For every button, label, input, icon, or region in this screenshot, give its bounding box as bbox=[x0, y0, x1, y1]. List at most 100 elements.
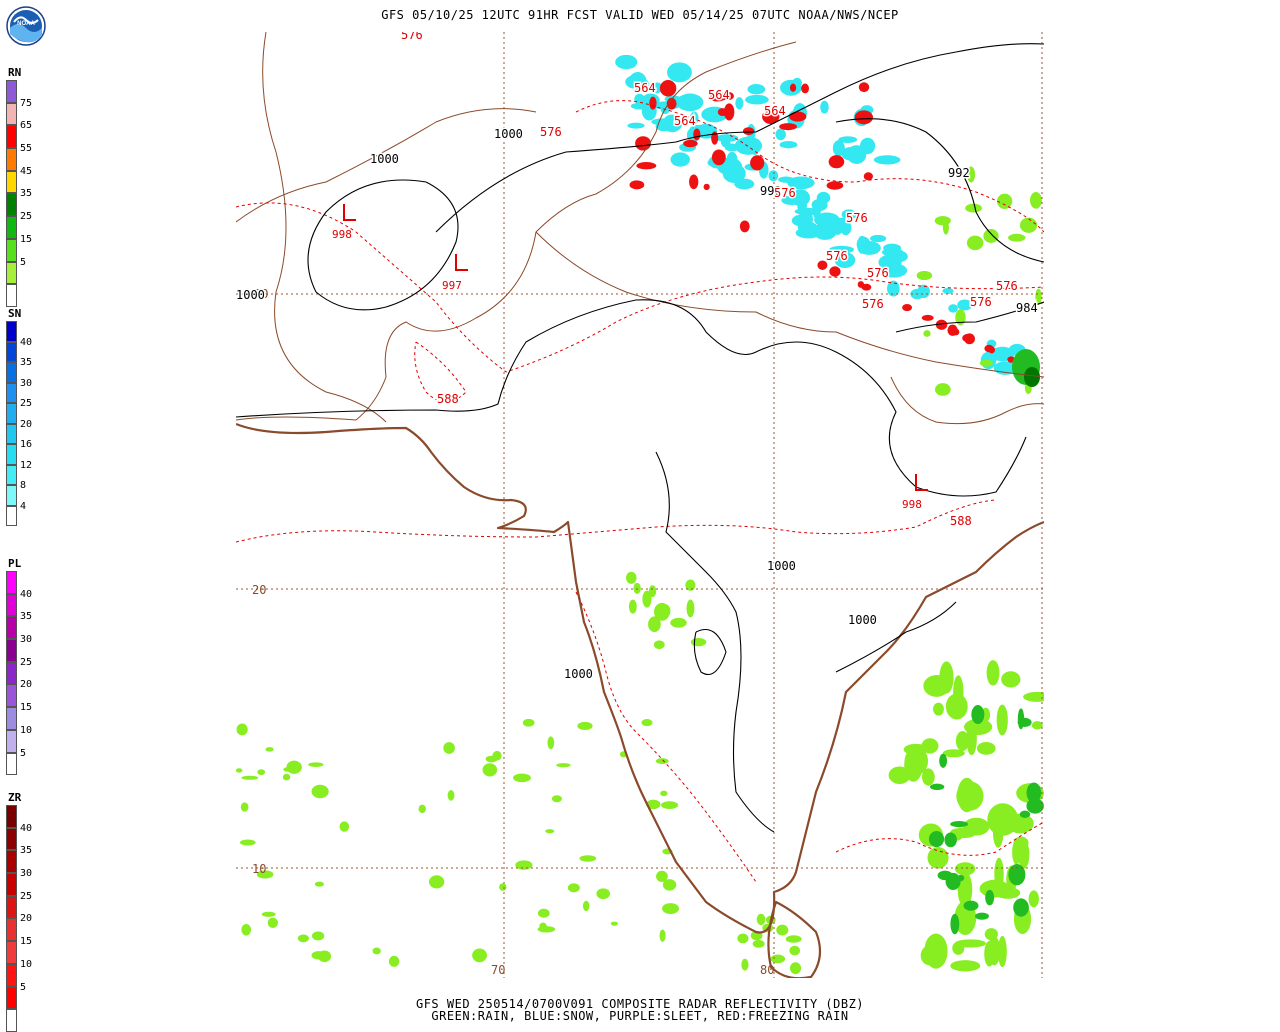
precip-cell bbox=[950, 913, 960, 935]
legend-pl-level: 20 bbox=[20, 679, 33, 691]
precip-cell bbox=[649, 96, 657, 110]
thickness-label: 588 bbox=[437, 392, 459, 406]
precip-cell bbox=[902, 303, 913, 312]
legend-zr-level: 35 bbox=[20, 845, 33, 857]
legend-pl-row: 20 bbox=[6, 661, 48, 690]
legend-zr-swatch bbox=[6, 963, 17, 987]
precip-cell bbox=[311, 931, 325, 941]
legend-rain-scale: 75 65 55 45 35 25 15 5 bbox=[6, 80, 48, 307]
precip-cell bbox=[499, 883, 507, 891]
pressure-1000-inland-contour bbox=[655, 451, 775, 833]
legend-pl-level: 30 bbox=[20, 634, 33, 646]
precip-cell bbox=[957, 299, 973, 311]
legend-pl-level: 10 bbox=[20, 724, 33, 736]
precip-cell bbox=[829, 266, 841, 277]
precip-cell bbox=[651, 118, 675, 126]
forecast-map: 30 20 10 70 80 1000 1000 1000 1000 1000 … bbox=[235, 27, 1051, 980]
legend-sn-swatch bbox=[6, 444, 17, 465]
legend-snow: SN 40 35 30 25 20 16 12 8 4 bbox=[6, 307, 48, 526]
precip-cell bbox=[768, 170, 779, 182]
legend-zr-swatch bbox=[6, 873, 17, 896]
precip-cell bbox=[935, 383, 951, 396]
legend-rn-level: 25 bbox=[20, 211, 33, 223]
thickness-label: 576 bbox=[846, 211, 868, 225]
precip-cell bbox=[863, 172, 873, 181]
precip-cell bbox=[642, 590, 652, 608]
legend-zr-row: 20 bbox=[6, 895, 48, 924]
precip-cell bbox=[711, 149, 726, 166]
legend-sn-row: 30 bbox=[6, 362, 48, 389]
precip-cell bbox=[857, 235, 867, 254]
precip-cell bbox=[1019, 810, 1031, 819]
precip-cell bbox=[854, 110, 874, 125]
precip-cell bbox=[261, 911, 276, 917]
legend-freezing-rain-scale: 40 35 30 25 20 15 10 5 bbox=[6, 805, 48, 1032]
precip-cell bbox=[577, 721, 593, 731]
legend-rn-swatch bbox=[6, 238, 17, 262]
legend-zr-swatch bbox=[6, 1009, 17, 1032]
precip-cell bbox=[939, 753, 948, 768]
pressure-labels: 1000 1000 1000 1000 1000 1000 992 992 98… bbox=[235, 126, 1040, 683]
precip-cell bbox=[659, 80, 677, 97]
low-center-value: 997 bbox=[442, 279, 462, 292]
precip-cell bbox=[241, 923, 252, 936]
precip-cell bbox=[1030, 191, 1042, 209]
thickness-588-closed bbox=[414, 341, 467, 403]
precip-cell bbox=[979, 359, 993, 367]
precip-cell bbox=[789, 111, 807, 122]
precip-cell bbox=[955, 731, 970, 751]
border-west bbox=[235, 41, 797, 421]
low-center-value: 998 bbox=[332, 228, 352, 241]
precip-cell bbox=[870, 234, 887, 243]
precip-cell bbox=[1013, 898, 1029, 917]
legend-rain: RN 75 65 55 45 35 25 15 5 bbox=[6, 66, 48, 307]
precip-cell bbox=[878, 254, 902, 270]
thickness-588-contour bbox=[235, 499, 997, 543]
precip-cell bbox=[239, 839, 256, 846]
precip-cell bbox=[791, 189, 811, 207]
thickness-contours bbox=[235, 100, 1045, 883]
precip-cell bbox=[522, 718, 535, 727]
legend-zr-row: 15 bbox=[6, 918, 48, 947]
precip-cell bbox=[662, 879, 677, 891]
svg-text:NOAA: NOAA bbox=[17, 21, 35, 27]
precip-cell bbox=[257, 769, 266, 776]
pressure-label: 984 bbox=[1016, 301, 1038, 315]
thickness-label: 588 bbox=[950, 514, 972, 528]
precip-cell bbox=[537, 908, 550, 918]
legend-snow-title: SN bbox=[8, 307, 22, 320]
legend-pl-swatch bbox=[6, 707, 17, 730]
map-title: GFS 05/10/25 12UTC 91HR FCST VALID WED 0… bbox=[381, 8, 899, 22]
precip-cell bbox=[539, 922, 547, 930]
precip-cell bbox=[926, 953, 945, 967]
legend-freezing-rain: ZR 40 35 30 25 20 15 10 5 bbox=[6, 791, 48, 1032]
precip-cell bbox=[670, 152, 690, 167]
legend-rn-swatch bbox=[6, 261, 17, 285]
legend-sn-row: 16 bbox=[6, 423, 48, 450]
precip-cell bbox=[963, 900, 979, 911]
precip-cell bbox=[629, 72, 647, 90]
precip-cell bbox=[662, 903, 680, 915]
precip-cell bbox=[240, 802, 249, 812]
precip-cell bbox=[1026, 782, 1042, 804]
precip-cell bbox=[693, 128, 701, 141]
legend-zr-level: 20 bbox=[20, 913, 33, 925]
thickness-south-contour bbox=[835, 821, 1045, 856]
legend-rn-level: 5 bbox=[20, 256, 27, 268]
legend-pl-swatch bbox=[6, 684, 17, 708]
pressure-label: 992 bbox=[760, 184, 782, 198]
precip-cell bbox=[965, 203, 982, 213]
precip-cell bbox=[1017, 708, 1025, 730]
precip-cell bbox=[717, 108, 728, 117]
legend-pl-row: 30 bbox=[6, 616, 48, 645]
low-center-symbol bbox=[343, 204, 356, 221]
precip-cell bbox=[1008, 233, 1026, 242]
precip-cell bbox=[916, 270, 933, 281]
precip-cell bbox=[651, 82, 663, 94]
legend-pl-row: 10 bbox=[6, 707, 48, 736]
precip-cell bbox=[689, 174, 699, 190]
precip-cell bbox=[615, 54, 638, 70]
precip-cell bbox=[829, 245, 855, 254]
legend-pl-swatch bbox=[6, 661, 17, 685]
precip-cell bbox=[776, 924, 789, 936]
